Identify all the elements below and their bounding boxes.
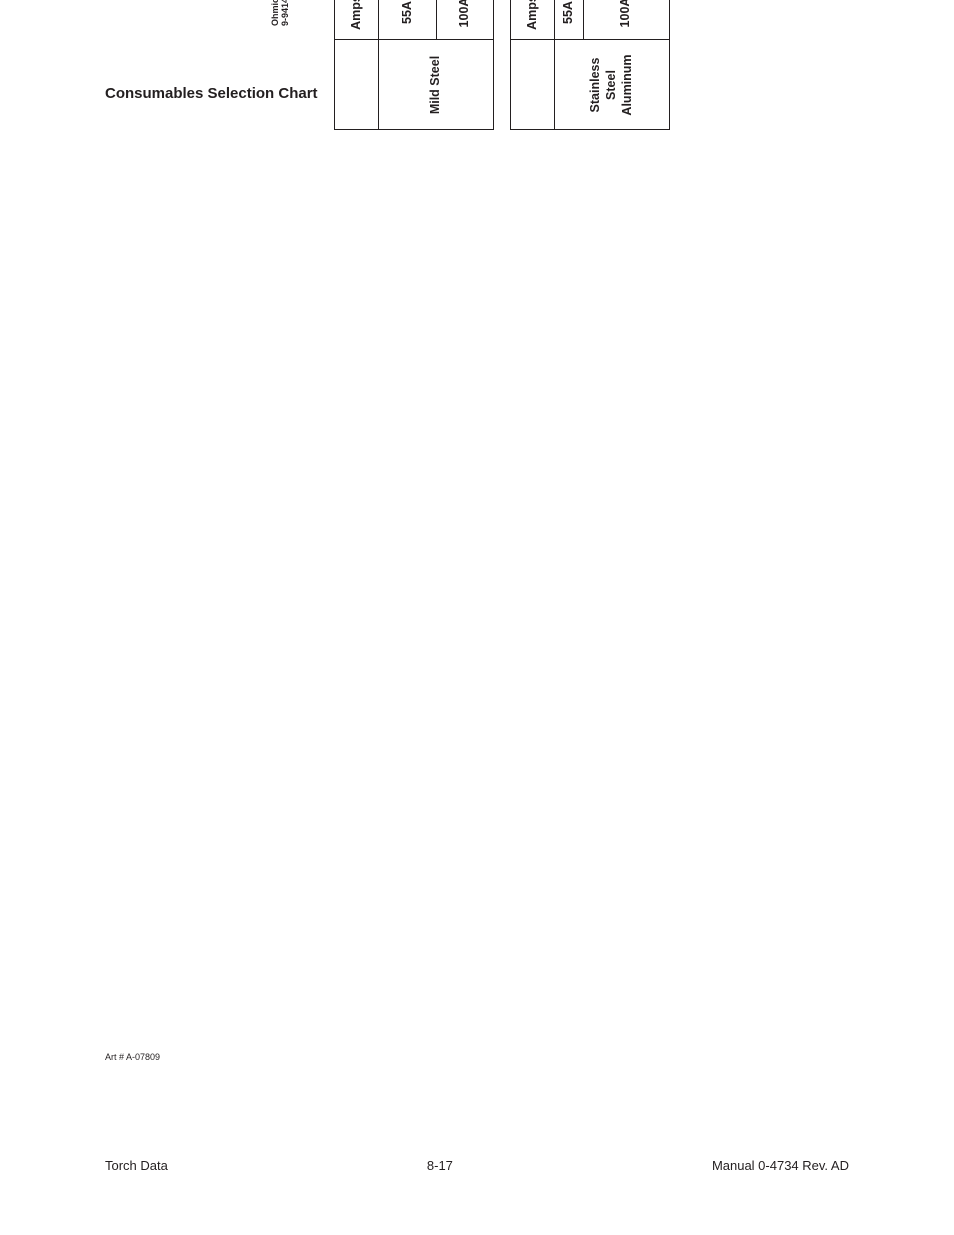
exploded-diagram: Ohmic Sensor 9-9414 'O' Rings 8-0545 (Be… <box>210 0 330 134</box>
amps-cell: 55A <box>555 0 584 40</box>
material-cell: Mild Steel <box>379 40 494 130</box>
ohmic-sensor-pn: 9-9414 <box>280 0 290 26</box>
column-header-blank <box>510 40 554 130</box>
amps-cell: 55A <box>379 0 436 40</box>
chart-title-line1: XT-301™ Conventional Plasma Torch <box>135 0 169 134</box>
chart-title-line2: Auto-Cut™ 55-100 Amps <box>171 0 202 134</box>
material-cell: Stainless SteelAluminum <box>555 40 670 130</box>
ohmic-sensor-text: Ohmic Sensor <box>270 0 280 26</box>
consumables-table: AmpsPlasma/Shield GasShield CupShield Ca… <box>334 0 494 131</box>
column-header: Amps <box>510 0 554 40</box>
page: Consumables Selection Chart XT-301™ Conv… <box>0 0 954 1235</box>
tables-container: AmpsPlasma/Shield GasShield CupShield Ca… <box>334 0 670 134</box>
table-row: Mild Steel55AAir Plasma / Air Shield36-1… <box>379 0 408 130</box>
amps-cell: 100A <box>583 0 669 40</box>
ohmic-sensor-label: Ohmic Sensor 9-9414 <box>270 0 290 26</box>
footer-left: Torch Data <box>105 1158 168 1173</box>
table-row: Stainless SteelAluminum55AAir Plasma / A… <box>555 0 584 130</box>
page-footer: Torch Data 8-17 Manual 0-4734 Rev. AD <box>0 1158 954 1173</box>
footer-center: 8-17 <box>427 1158 453 1173</box>
amps-cell: 100A <box>436 0 493 40</box>
rotated-content: XT-301™ Conventional Plasma Torch Auto-C… <box>135 134 835 1064</box>
column-header: Amps <box>335 0 379 40</box>
consumables-table: AmpsPlasma/Shield GasShield CupShield Ca… <box>510 0 670 131</box>
art-number: Art # A-07809 <box>105 1052 160 1062</box>
footer-right: Manual 0-4734 Rev. AD <box>712 1158 849 1173</box>
column-header-blank <box>335 40 379 130</box>
